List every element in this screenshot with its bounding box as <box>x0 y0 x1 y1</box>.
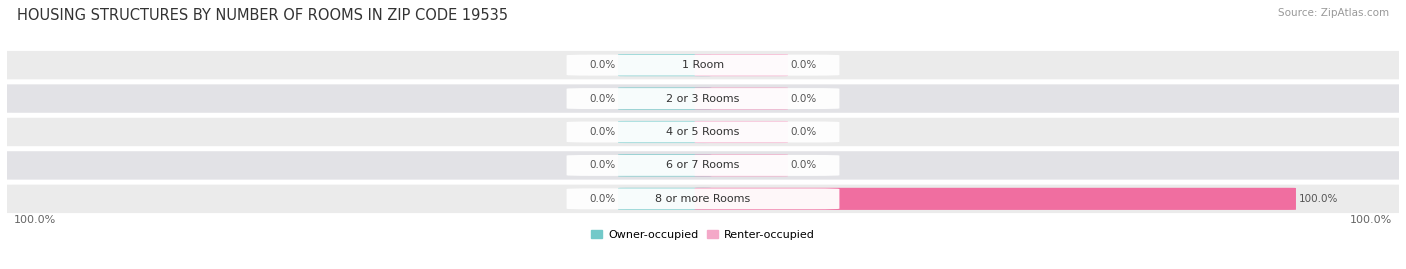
Text: 4 or 5 Rooms: 4 or 5 Rooms <box>666 127 740 137</box>
FancyBboxPatch shape <box>0 51 1406 79</box>
FancyBboxPatch shape <box>619 154 711 176</box>
FancyBboxPatch shape <box>619 188 711 210</box>
FancyBboxPatch shape <box>0 84 1406 113</box>
Text: 2 or 3 Rooms: 2 or 3 Rooms <box>666 94 740 104</box>
Text: 100.0%: 100.0% <box>1350 215 1392 225</box>
Text: 0.0%: 0.0% <box>589 60 616 70</box>
FancyBboxPatch shape <box>619 54 711 76</box>
FancyBboxPatch shape <box>567 55 839 76</box>
Text: 8 or more Rooms: 8 or more Rooms <box>655 194 751 204</box>
Text: 100.0%: 100.0% <box>1299 194 1339 204</box>
Text: 0.0%: 0.0% <box>790 127 817 137</box>
Text: HOUSING STRUCTURES BY NUMBER OF ROOMS IN ZIP CODE 19535: HOUSING STRUCTURES BY NUMBER OF ROOMS IN… <box>17 8 508 23</box>
FancyBboxPatch shape <box>0 151 1406 180</box>
Text: 100.0%: 100.0% <box>14 215 56 225</box>
FancyBboxPatch shape <box>695 188 1296 210</box>
Text: Source: ZipAtlas.com: Source: ZipAtlas.com <box>1278 8 1389 18</box>
Legend: Owner-occupied, Renter-occupied: Owner-occupied, Renter-occupied <box>586 225 820 244</box>
FancyBboxPatch shape <box>0 118 1406 146</box>
FancyBboxPatch shape <box>0 185 1406 213</box>
Text: 0.0%: 0.0% <box>790 94 817 104</box>
FancyBboxPatch shape <box>567 188 839 209</box>
Text: 0.0%: 0.0% <box>589 127 616 137</box>
FancyBboxPatch shape <box>567 122 839 143</box>
FancyBboxPatch shape <box>695 87 787 110</box>
FancyBboxPatch shape <box>619 121 711 143</box>
FancyBboxPatch shape <box>695 154 787 176</box>
FancyBboxPatch shape <box>619 87 711 110</box>
Text: 6 or 7 Rooms: 6 or 7 Rooms <box>666 160 740 171</box>
Text: 0.0%: 0.0% <box>589 194 616 204</box>
Text: 0.0%: 0.0% <box>790 60 817 70</box>
FancyBboxPatch shape <box>567 155 839 176</box>
FancyBboxPatch shape <box>695 54 787 76</box>
Text: 0.0%: 0.0% <box>589 160 616 171</box>
Text: 1 Room: 1 Room <box>682 60 724 70</box>
FancyBboxPatch shape <box>567 88 839 109</box>
Text: 0.0%: 0.0% <box>790 160 817 171</box>
FancyBboxPatch shape <box>695 121 787 143</box>
Text: 0.0%: 0.0% <box>589 94 616 104</box>
